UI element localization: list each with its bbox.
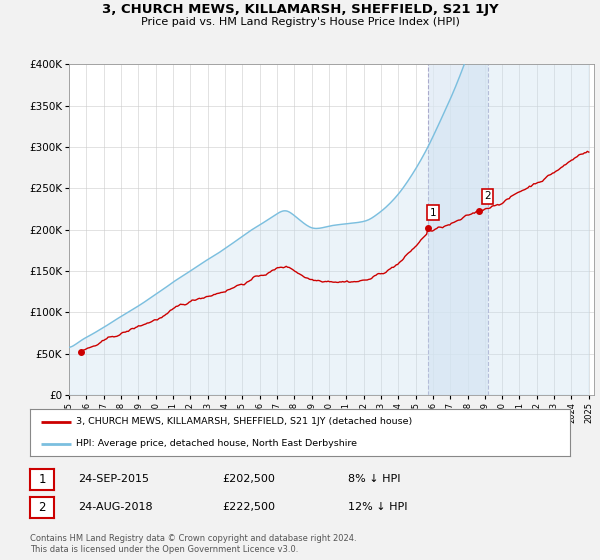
Text: This data is licensed under the Open Government Licence v3.0.: This data is licensed under the Open Gov… <box>30 545 298 554</box>
Text: Price paid vs. HM Land Registry's House Price Index (HPI): Price paid vs. HM Land Registry's House … <box>140 17 460 27</box>
Text: 2: 2 <box>38 501 46 514</box>
Text: 2: 2 <box>484 191 491 201</box>
Text: 1: 1 <box>430 208 437 218</box>
Text: 24-SEP-2015: 24-SEP-2015 <box>78 474 149 484</box>
Text: 1: 1 <box>38 473 46 486</box>
Bar <box>428 64 488 395</box>
Text: £222,500: £222,500 <box>222 502 275 512</box>
Text: 8% ↓ HPI: 8% ↓ HPI <box>348 474 401 484</box>
Text: Contains HM Land Registry data © Crown copyright and database right 2024.: Contains HM Land Registry data © Crown c… <box>30 534 356 543</box>
Text: 3, CHURCH MEWS, KILLAMARSH, SHEFFIELD, S21 1JY: 3, CHURCH MEWS, KILLAMARSH, SHEFFIELD, S… <box>101 3 499 16</box>
Text: HPI: Average price, detached house, North East Derbyshire: HPI: Average price, detached house, Nort… <box>76 439 357 448</box>
Text: 24-AUG-2018: 24-AUG-2018 <box>78 502 152 512</box>
Text: 12% ↓ HPI: 12% ↓ HPI <box>348 502 407 512</box>
Text: 3, CHURCH MEWS, KILLAMARSH, SHEFFIELD, S21 1JY (detached house): 3, CHURCH MEWS, KILLAMARSH, SHEFFIELD, S… <box>76 417 412 426</box>
Text: £202,500: £202,500 <box>222 474 275 484</box>
